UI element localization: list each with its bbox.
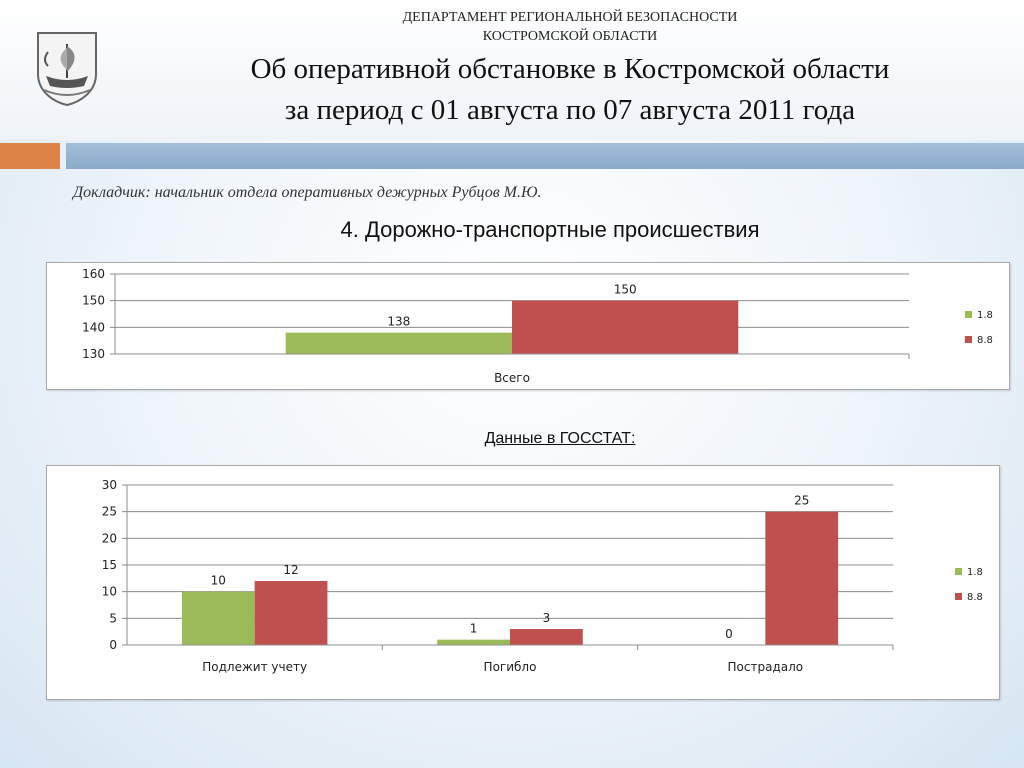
- speaker-line: Докладчик: начальник отдела оперативных …: [73, 184, 542, 201]
- slide-title-line2: за период с 01 августа по 07 августа 201…: [284, 94, 856, 126]
- y-tick-label: 5: [109, 611, 117, 625]
- data-label: 25: [794, 494, 809, 508]
- legend-swatch: [955, 593, 962, 600]
- data-label: 150: [614, 283, 637, 297]
- x-category-label: Пострадало: [728, 660, 804, 674]
- chart-total-accidents: 130 140 150 160 Всего 138 150 1.8 8.8: [46, 262, 1010, 390]
- legend-swatch: [965, 311, 972, 318]
- legend-label: 1.8: [967, 567, 983, 578]
- chart-total-accidents-svg: 130 140 150 160 Всего 138 150 1.8 8.8: [82, 267, 993, 385]
- data-label: 138: [387, 315, 410, 329]
- y-tick-label: 15: [102, 558, 117, 572]
- y-tick-label: 30: [102, 478, 117, 492]
- y-tick-label: 130: [82, 347, 105, 361]
- data-label: 3: [543, 611, 551, 625]
- data-label: 0: [725, 627, 733, 641]
- bar-8-8: [254, 581, 328, 645]
- bar-1-8: [285, 332, 512, 354]
- y-tick-label: 20: [102, 531, 117, 545]
- y-tick-label: 160: [82, 267, 105, 281]
- gosstat-title: Данные в ГОССТАТ:: [484, 430, 636, 447]
- data-label: 10: [211, 574, 226, 588]
- department-name-line2: КОСТРОМСКОЙ ОБЛАСТИ: [482, 29, 658, 44]
- accent-stripe-orange: [0, 143, 60, 169]
- legend-label: 8.8: [967, 592, 983, 603]
- legend-swatch: [955, 568, 962, 575]
- chart-gosstat: 0 5 10 15 20 25 30 Подлежит учету 10 12 Погибло 1 3 П…: [46, 465, 1000, 700]
- y-tick-label: 140: [82, 320, 105, 334]
- x-category-label: Всего: [494, 371, 530, 385]
- bar-1-8: [181, 591, 255, 645]
- department-name-line1: ДЕПАРТАМЕНТ РЕГИОНАЛЬНОЙ БЕЗОПАСНОСТИ: [402, 10, 738, 25]
- legend-swatch: [965, 336, 972, 343]
- accent-stripe-blue: [66, 143, 1024, 169]
- y-tick-label: 150: [82, 294, 105, 308]
- y-tick-label: 0: [109, 638, 117, 652]
- data-label: 12: [283, 563, 298, 577]
- chart-gosstat-svg: 0 5 10 15 20 25 30 Подлежит учету 10 12 Погибло 1 3 П…: [102, 478, 983, 674]
- y-tick-label: 25: [102, 505, 117, 519]
- bar-8-8: [512, 300, 739, 354]
- y-tick-label: 10: [102, 585, 117, 599]
- data-label: 1: [470, 622, 478, 636]
- x-category-label: Подлежит учету: [202, 660, 307, 674]
- bar-8-8: [765, 511, 839, 645]
- bar-8-8: [510, 629, 583, 645]
- section-title: 4. Дорожно-транспортные происшествия: [340, 217, 760, 242]
- x-category-label: Погибло: [484, 660, 537, 674]
- legend-label: 8.8: [977, 335, 993, 346]
- slide-title-line1: Об оперативной обстановке в Костромской …: [250, 53, 890, 85]
- bar-1-8: [437, 639, 510, 645]
- legend-label: 1.8: [977, 310, 993, 321]
- coat-of-arms-icon: [37, 32, 97, 106]
- slide-header: ДЕПАРТАМЕНТ РЕГИОНАЛЬНОЙ БЕЗОПАСНОСТИ КО…: [0, 0, 1024, 140]
